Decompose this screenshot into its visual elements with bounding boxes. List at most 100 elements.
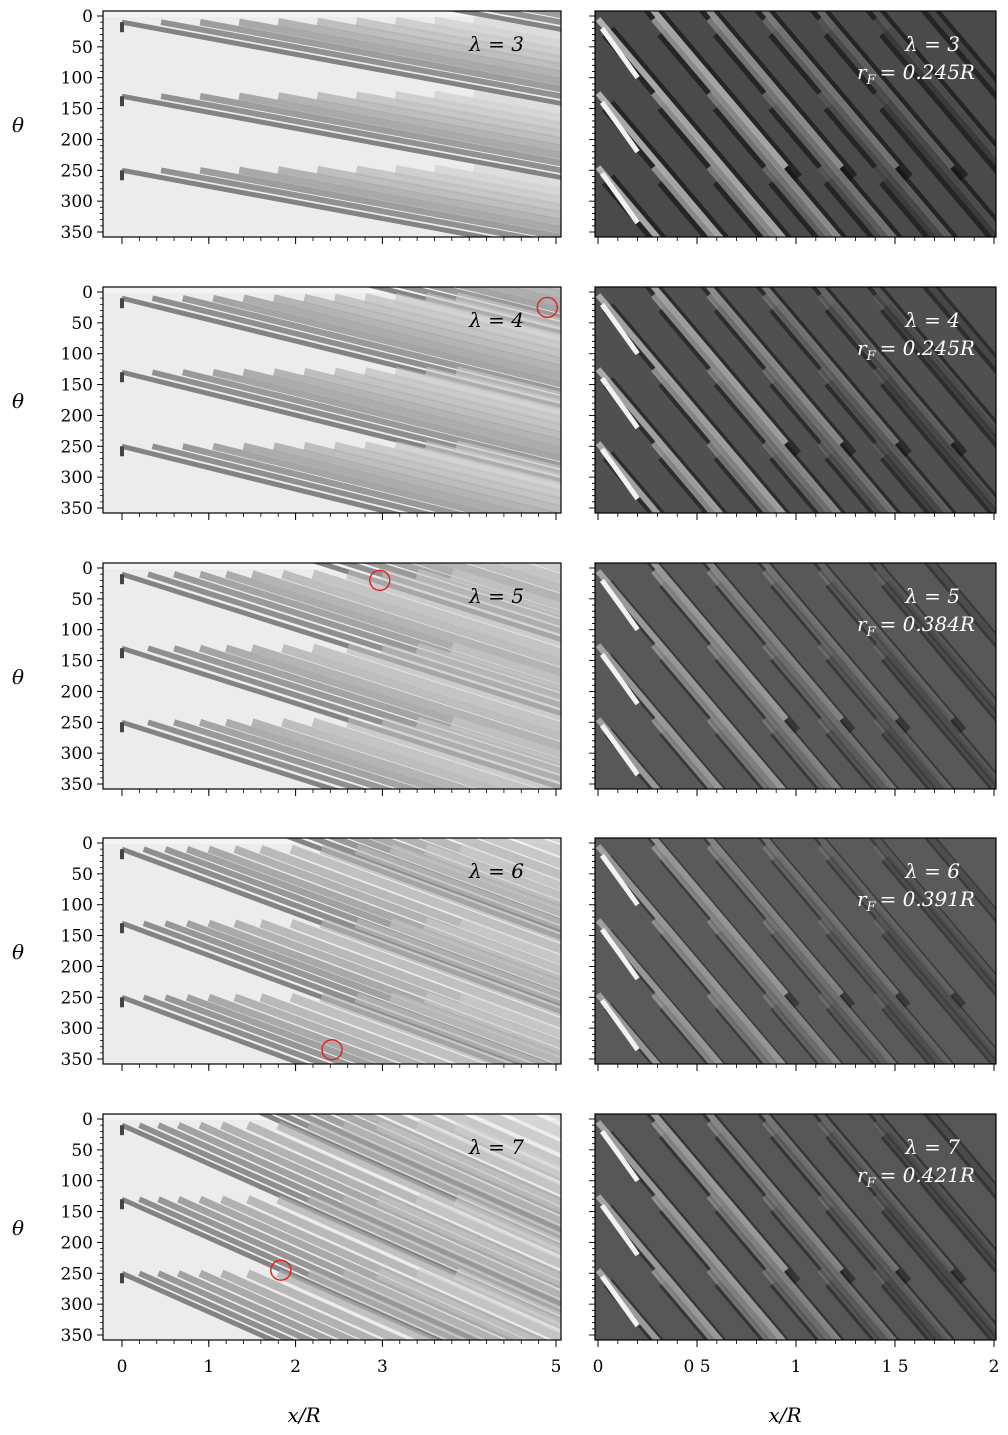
light-band — [762, 1120, 953, 1340]
dark-band — [868, 563, 996, 715]
wake-stripe — [363, 367, 561, 426]
wake-stripe — [394, 441, 561, 493]
wake-stripe — [380, 643, 561, 711]
wake-stripe — [157, 1122, 561, 1308]
root-vortex — [599, 652, 640, 706]
lambda-label: λ = 6 — [468, 859, 524, 883]
y-tick-label: 200 — [61, 406, 93, 426]
wake-stripe — [354, 918, 561, 1005]
wake-stripe — [423, 843, 561, 906]
lambda-label: λ = 6 — [904, 859, 960, 883]
wake-stripe — [207, 993, 400, 1064]
light-band — [595, 293, 787, 513]
panel-frame — [102, 837, 562, 1065]
panel-frame — [102, 562, 562, 790]
light-band — [651, 1120, 842, 1340]
light-band — [760, 563, 900, 722]
light-band — [871, 11, 996, 158]
x-axis-label-left: x/R — [287, 1403, 320, 1427]
y-tick-label: 0 — [82, 7, 93, 27]
light-band — [706, 1268, 772, 1340]
wake-stripe — [289, 993, 485, 1064]
wake-stripe — [277, 92, 561, 153]
y-tick-label: 50 — [71, 865, 93, 885]
wake-stripe — [438, 1114, 561, 1169]
wake-stripe — [173, 719, 395, 789]
light-band — [927, 1114, 996, 1196]
light-band — [927, 11, 996, 93]
wake-stripe — [250, 644, 561, 751]
rf-label: rF = 0.391R — [857, 887, 975, 915]
light-band — [595, 1194, 724, 1340]
top-band — [103, 11, 561, 17]
dark-band — [881, 929, 996, 1064]
wake-stripe — [207, 845, 561, 984]
y-tick-label: 0 — [82, 1110, 93, 1130]
rf-value: = 0.421R — [880, 1163, 975, 1187]
dark-band — [769, 1204, 894, 1340]
light-band — [816, 563, 955, 722]
wake-stripe — [414, 1119, 561, 1196]
wake-stripe — [453, 1193, 561, 1253]
light-band — [816, 287, 955, 446]
wake-stripes — [103, 287, 561, 513]
wake-stripe — [458, 843, 561, 893]
dark-band — [812, 1114, 967, 1287]
dark-band — [825, 1003, 885, 1064]
wake-stripe — [199, 167, 561, 237]
wake-stripe — [198, 1269, 360, 1340]
rf-symbol: r — [857, 60, 868, 84]
wake-stripe — [306, 1120, 561, 1243]
light-band — [595, 1268, 662, 1340]
root-vortex — [120, 1273, 124, 1284]
rf-label: rF = 0.384R — [857, 612, 975, 640]
rf-symbol: r — [857, 887, 868, 911]
y-axis-label: θ — [12, 389, 24, 413]
light-band — [871, 1114, 996, 1261]
wake-stripe — [311, 569, 561, 658]
root-vortex — [120, 1125, 124, 1136]
light-band — [706, 1120, 898, 1340]
wake-stripe — [453, 1267, 561, 1327]
light-band — [817, 91, 946, 237]
wake-stripe — [346, 717, 561, 789]
root-vortex — [120, 22, 124, 33]
right-panel-5: λ = 7 rF = 0.421R — [589, 1113, 997, 1347]
y-tick-label: 350 — [61, 223, 93, 243]
y-tick-label: 350 — [61, 499, 93, 519]
x-tick-label: 0 — [117, 1357, 128, 1377]
wake-stripe — [121, 167, 497, 237]
wake-stripe — [281, 718, 508, 789]
vorticity-stripes — [595, 563, 996, 789]
dark-band — [825, 654, 949, 789]
x-tick-label: 5 — [551, 1357, 562, 1377]
light-band — [705, 563, 844, 722]
wake-stripe — [151, 295, 561, 402]
y-tick-label: 50 — [71, 38, 93, 58]
y-tick-label: 200 — [61, 682, 93, 702]
wake-stripe — [276, 1269, 440, 1340]
lambda-label: λ = 7 — [904, 1135, 960, 1159]
wake-stripes — [103, 838, 561, 1064]
light-band — [872, 717, 939, 789]
light-band — [651, 569, 842, 789]
y-tick-label: 250 — [61, 1264, 93, 1284]
light-band — [872, 1268, 939, 1340]
y-tick-label: 100 — [61, 896, 93, 916]
light-band — [817, 992, 883, 1064]
wake-stripe — [207, 919, 561, 1058]
dark-band — [770, 1003, 830, 1064]
light-band — [872, 17, 996, 167]
dark-band — [920, 11, 996, 101]
light-band — [705, 287, 844, 446]
wake-stripe — [151, 443, 435, 513]
wake-stripe — [303, 293, 561, 367]
wake-stripe — [272, 368, 561, 448]
light-band — [595, 17, 787, 237]
light-band — [817, 293, 996, 508]
y-axis-label: θ — [12, 665, 24, 689]
light-band — [595, 91, 724, 237]
rf-symbol: r — [857, 336, 868, 360]
root-vortex — [120, 722, 124, 733]
wake-stripe — [157, 1196, 483, 1340]
